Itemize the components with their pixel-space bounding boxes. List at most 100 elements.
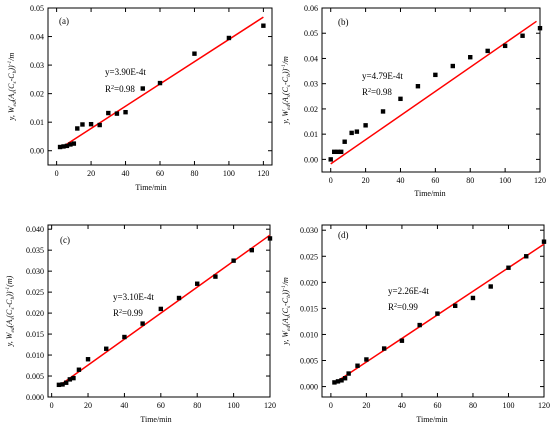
data-point xyxy=(335,379,341,384)
y-tick-label: 0.03 xyxy=(30,61,44,70)
y-axis-label: y, Wed(As(Cs-Cb))-1/m xyxy=(281,277,292,346)
data-point xyxy=(140,86,145,91)
y-axis-label-part: s xyxy=(10,318,16,320)
data-point xyxy=(433,72,438,78)
data-point xyxy=(342,376,348,381)
r-squared-label: R2=0.98 xyxy=(362,87,392,97)
r-squared-value: =0.99 xyxy=(122,308,143,318)
data-point xyxy=(56,382,62,388)
data-point xyxy=(123,109,128,115)
data-point xyxy=(488,284,493,289)
y-axis-label-part: -C xyxy=(7,73,16,82)
y-tick-label: 0.035 xyxy=(26,246,44,255)
data-point xyxy=(75,126,80,131)
data-point xyxy=(140,321,145,326)
fit-line xyxy=(330,20,537,165)
panel-label: (b) xyxy=(338,17,349,27)
y-axis-label-part: /m xyxy=(7,53,16,62)
r-squared-letter: R xyxy=(113,308,119,318)
y-axis-label-part: -1 xyxy=(281,64,287,69)
data-point xyxy=(71,375,76,381)
data-point xyxy=(122,334,127,340)
data-point xyxy=(346,371,351,376)
y-tick-label: 0.025 xyxy=(300,252,318,261)
y-axis-label-part: y, W xyxy=(281,330,290,346)
panel-label: (a) xyxy=(59,16,69,26)
y-axis-label-part: (m) xyxy=(5,275,14,286)
y-axis-label-part: s xyxy=(12,81,18,83)
y-tick-label: 0.000 xyxy=(26,393,44,402)
data-point xyxy=(61,144,66,149)
y-axis-label-part: /m xyxy=(281,277,290,286)
r-squared-superscript: 2 xyxy=(394,303,397,309)
data-point xyxy=(381,346,387,351)
y-tick-label: 0.010 xyxy=(26,351,44,360)
data-point xyxy=(249,247,255,253)
chart-panel: 0 20 40 60 80 100 120 0.000 0.005 0.010 0.015 0.020… xyxy=(5,224,276,424)
data-point xyxy=(415,84,421,89)
chart-panel: 0 20 40 60 80 100 120 0.000 0.005 0.010 0.015 0.020… xyxy=(281,224,550,424)
fit-equation: y=3.90E-4t xyxy=(105,67,146,77)
x-tick-label: 120 xyxy=(264,401,276,410)
y-axis-label-part: )) xyxy=(7,65,16,72)
y-axis-label-part: (A xyxy=(5,320,14,328)
fit-equation: y=4.79E-4t xyxy=(362,71,403,81)
y-axis-label-part: )) xyxy=(5,291,14,298)
y-axis-label-part: s xyxy=(12,92,18,94)
y-axis-label-part: ed xyxy=(286,105,292,110)
y-axis-label-part: (A xyxy=(281,318,290,326)
plot-frame xyxy=(47,224,271,398)
r-squared-value: =0.99 xyxy=(397,302,418,312)
y-axis-label-part: s xyxy=(286,306,292,308)
y-axis-label-part: b xyxy=(12,70,18,73)
fit-equation: y=2.26E-4t xyxy=(388,286,429,296)
data-point xyxy=(195,281,200,286)
y-axis-label-part: -1 xyxy=(281,285,287,290)
y-tick-label: 0.03 xyxy=(304,80,318,89)
y-axis-label-part: (A xyxy=(281,97,290,105)
y-axis-label-part: (C xyxy=(281,307,290,316)
chart-panel: 0 20 40 60 80 100 120 0.00 0.01 0.02 0.03 0.04 0.05 (… xyxy=(7,4,273,192)
data-point xyxy=(502,43,508,49)
y-tick-label: 0.010 xyxy=(300,330,318,339)
panel-label: (d) xyxy=(338,230,349,240)
x-tick-label: 80 xyxy=(466,176,474,185)
y-axis-label-part: b xyxy=(10,296,16,299)
y-tick-label: 0.020 xyxy=(26,309,44,318)
y-tick-label: 0.02 xyxy=(304,105,318,114)
x-axis-label: Time/min xyxy=(140,415,171,424)
data-point xyxy=(399,338,405,343)
r-squared-letter: R xyxy=(105,84,111,94)
x-tick-label: 0 xyxy=(50,401,54,410)
chart-panel: 0 20 40 60 80 100 120 0.00 0.01 0.02 0.03 0.04 0.05 0… xyxy=(281,4,546,198)
data-point xyxy=(267,236,273,241)
x-tick-label: 100 xyxy=(228,401,240,410)
data-point xyxy=(80,122,85,127)
data-point xyxy=(192,51,197,56)
data-point xyxy=(364,357,369,362)
y-axis-label-part: s xyxy=(286,316,292,318)
plot-frame xyxy=(47,7,273,166)
x-tick-label: 80 xyxy=(190,169,198,178)
y-axis-label: y, Wed(As(Cs-Cb))-1/m xyxy=(7,53,18,122)
data-point xyxy=(106,110,111,116)
r-squared-value: =0.98 xyxy=(371,87,392,97)
r-squared-letter: R xyxy=(362,87,368,97)
y-tick-label: 0.05 xyxy=(304,29,318,38)
x-tick-label: 0 xyxy=(329,401,333,410)
x-tick-label: 40 xyxy=(396,176,404,185)
y-axis-label-part: (C xyxy=(7,83,16,92)
x-tick-label: 120 xyxy=(534,176,546,185)
y-axis-label-part: (A xyxy=(7,94,16,102)
y-tick-label: 0.02 xyxy=(30,90,44,99)
y-axis-label-part: (C xyxy=(281,86,290,95)
data-point xyxy=(450,63,455,69)
y-axis-label-part: s xyxy=(286,85,292,87)
y-axis-label-part: y, W xyxy=(281,109,290,125)
y-tick-label: 0.00 xyxy=(304,155,318,164)
data-point xyxy=(363,123,368,128)
x-tick-label: 20 xyxy=(362,176,370,185)
data-point xyxy=(213,274,218,279)
y-axis-label: y, Wed(As(Cs-Cb))-1/m xyxy=(281,56,292,125)
y-axis-label-part: -1 xyxy=(5,287,11,292)
